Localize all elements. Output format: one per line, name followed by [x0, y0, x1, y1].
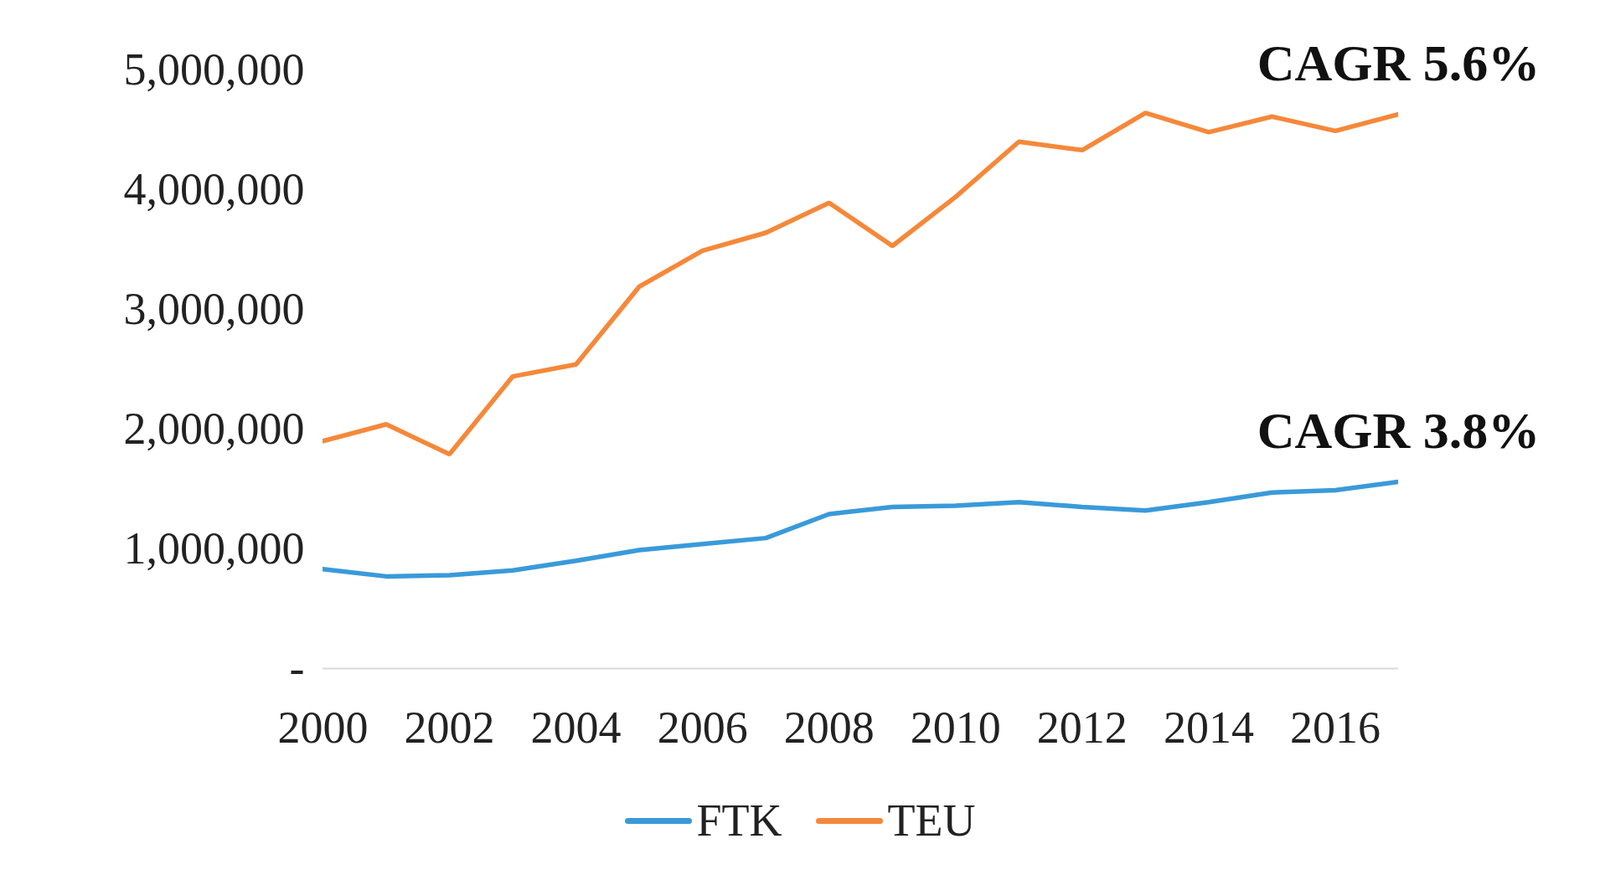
svg-text:2012: 2012 [1037, 702, 1128, 754]
svg-text:2006: 2006 [657, 702, 749, 754]
svg-text:2000: 2000 [278, 702, 369, 754]
svg-text:2004: 2004 [531, 702, 622, 754]
svg-text:3,000,000: 3,000,000 [123, 283, 305, 335]
svg-text:1,000,000: 1,000,000 [123, 523, 305, 574]
svg-text:2,000,000: 2,000,000 [123, 403, 305, 455]
svg-text:2016: 2016 [1290, 702, 1381, 754]
svg-text:2008: 2008 [784, 702, 875, 754]
svg-text:CAGR 5.6%: CAGR 5.6% [1257, 34, 1541, 92]
svg-text:2010: 2010 [910, 702, 1002, 754]
html-text:FTK: FTK [696, 795, 782, 847]
svg-text:2014: 2014 [1163, 702, 1255, 754]
html-text:TEU: TEU [887, 795, 976, 847]
svg-text:-: - [289, 643, 305, 694]
svg-text:CAGR 3.8%: CAGR 3.8% [1257, 402, 1541, 460]
svg-text:2002: 2002 [404, 702, 496, 754]
svg-text:5,000,000: 5,000,000 [123, 44, 305, 95]
svg-text:4,000,000: 4,000,000 [123, 164, 305, 215]
